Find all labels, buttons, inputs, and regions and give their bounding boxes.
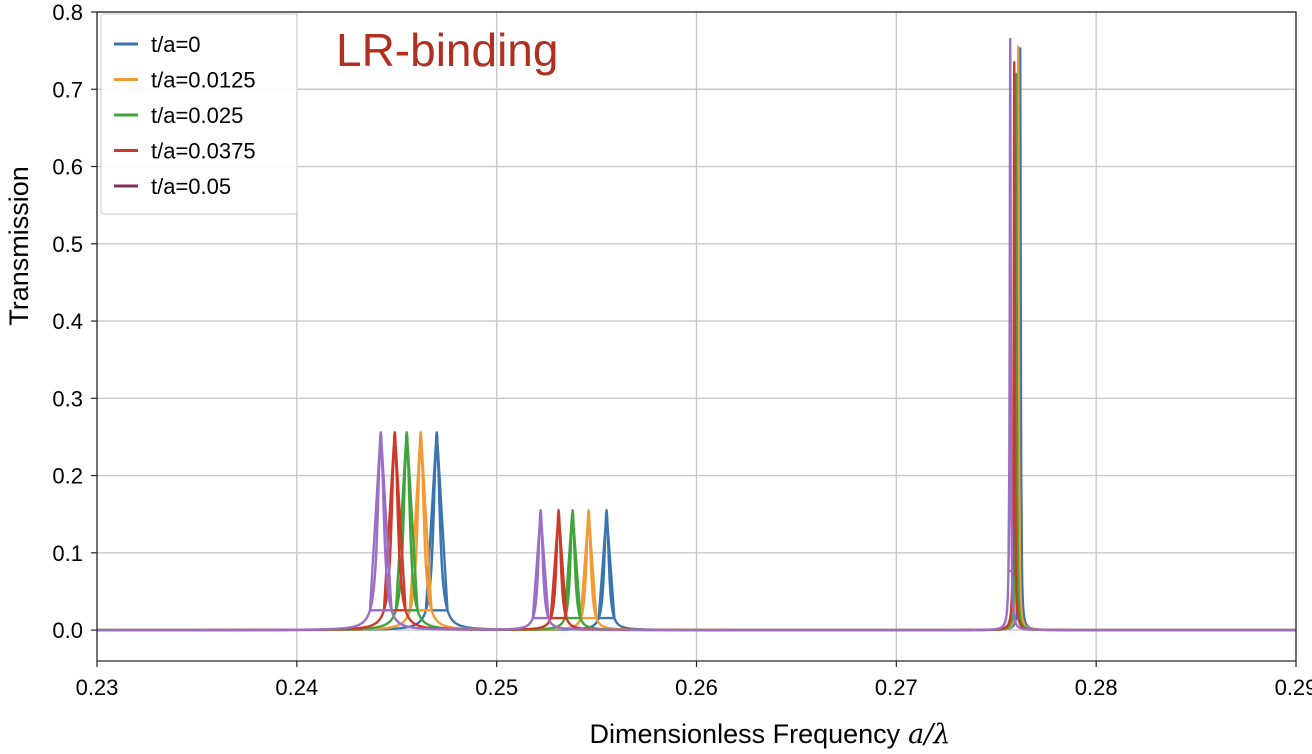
x-tick-label: 0.25 (475, 675, 518, 700)
x-axis-title-text: Dimensionless Frequency (590, 719, 901, 749)
y-tick-label: 0.6 (52, 155, 83, 180)
x-tick-label: 0.28 (1075, 675, 1118, 700)
tick-labels: 0.23 0.24 0.25 0.26 0.27 0.28 0.29 0.0 0.1 0.2 0.3… (52, 0, 1312, 700)
legend: t/a=0 t/a=0.0125 t/a=0.025 t/a=0.0375 t/a=0.… (100, 13, 298, 215)
y-tick-label: 0.7 (52, 77, 83, 102)
y-tick-label: 0.4 (52, 309, 83, 334)
lr-binding-annotation: LR-binding (336, 24, 558, 76)
y-axis-title: Transmission (4, 166, 34, 326)
grid (96, 11, 1297, 661)
legend-label: t/a=0 (151, 32, 201, 57)
y-tick-label: 0.5 (52, 232, 83, 257)
legend-label: t/a=0.0375 (151, 139, 256, 164)
x-axis-title-math: a/λ (908, 719, 950, 750)
x-tick-label: 0.23 (76, 675, 119, 700)
y-tick-label: 0.2 (52, 464, 83, 489)
legend-label: t/a=0.05 (151, 174, 231, 199)
y-tick-label: 0.8 (52, 0, 83, 25)
legend-label: t/a=0.0125 (151, 68, 256, 93)
x-tick-label: 0.29 (1275, 675, 1312, 700)
x-tick-label: 0.27 (875, 675, 918, 700)
y-tick-label: 0.1 (52, 541, 83, 566)
series-line-4 (96, 37, 1297, 632)
x-tick-label: 0.24 (275, 675, 318, 700)
y-tick-label: 0.3 (52, 386, 83, 411)
legend-box (100, 13, 298, 215)
x-axis-title: Dimensionless Frequency a/λ (590, 719, 951, 750)
legend-label: t/a=0.025 (151, 103, 243, 128)
x-tick-label: 0.26 (675, 675, 718, 700)
plot-frame (91, 11, 1297, 667)
y-tick-label: 0.0 (52, 618, 83, 643)
series-lines (96, 37, 1297, 632)
